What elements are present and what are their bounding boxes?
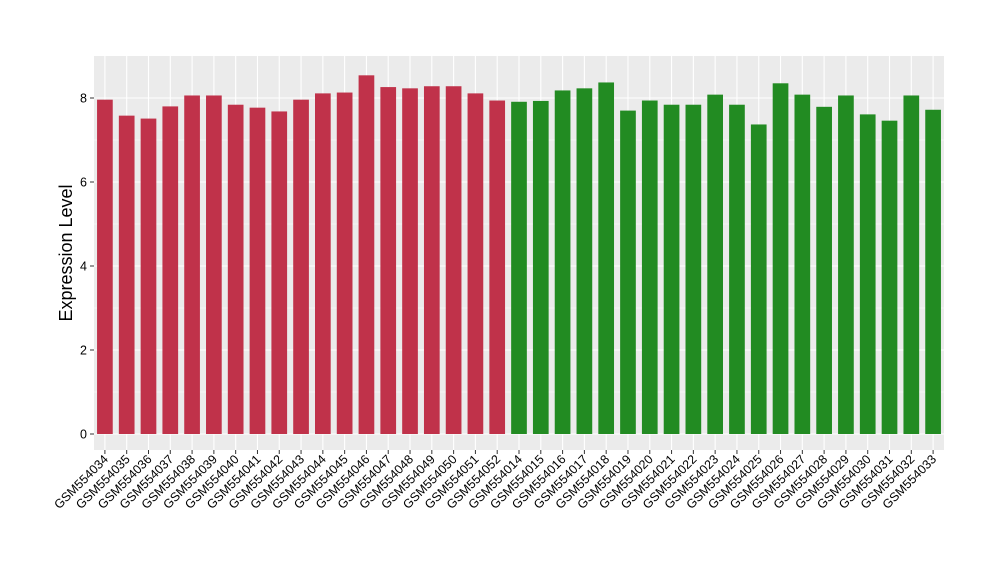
bar-GSM554044 [315, 93, 331, 434]
y-tick-label: 6 [80, 176, 87, 190]
bar-GSM554047 [380, 87, 397, 434]
bar-GSM554052 [489, 100, 506, 435]
y-axis-title: Expression Level [56, 184, 76, 321]
bar-GSM554014 [511, 101, 527, 434]
y-tick-label: 2 [80, 344, 87, 358]
bar-GSM554038 [184, 95, 200, 434]
bar-GSM554027 [794, 94, 811, 434]
bar-GSM554049 [423, 86, 440, 435]
bar-GSM554030 [859, 114, 876, 434]
bar-GSM554051 [467, 93, 484, 434]
bar-GSM554033 [925, 109, 941, 434]
bar-GSM554022 [685, 104, 702, 434]
bar-GSM554031 [881, 120, 898, 435]
y-axis: 0 2 4 6 8 [80, 92, 94, 442]
bar-GSM554037 [162, 106, 179, 435]
bar-GSM554036 [140, 118, 157, 434]
bar-GSM554043 [293, 99, 309, 435]
bars [97, 75, 941, 435]
bar-GSM554050 [445, 86, 462, 435]
bar-GSM554026 [772, 83, 789, 435]
bar-GSM554021 [663, 104, 680, 434]
bar-GSM554040 [227, 104, 244, 434]
y-tick-label: 0 [80, 428, 87, 442]
bar-GSM554023 [707, 94, 723, 434]
bar-GSM554046 [358, 75, 375, 434]
bar-GSM554042 [271, 111, 288, 434]
y-tick-label: 8 [80, 92, 87, 106]
bar-GSM554041 [249, 107, 266, 434]
bar-GSM554029 [838, 95, 854, 434]
bar-GSM554045 [336, 92, 353, 434]
bar-GSM554048 [402, 88, 418, 434]
bar-GSM554020 [641, 100, 658, 435]
bar-GSM554015 [532, 100, 549, 434]
bar-GSM554024 [729, 104, 745, 434]
bar-GSM554025 [750, 124, 767, 435]
bar-GSM554019 [620, 110, 636, 434]
bar-GSM554016 [554, 90, 571, 434]
bar-GSM554032 [903, 95, 920, 434]
bar-GSM554035 [118, 115, 135, 434]
y-tick-label: 4 [80, 260, 87, 274]
bar-GSM554017 [576, 88, 593, 434]
x-axis: GSM554034GSM554035GSM554036GSM554037GSM5… [51, 450, 939, 512]
bar-GSM554034 [97, 99, 113, 435]
bar-GSM554018 [598, 82, 615, 435]
bar-GSM554039 [206, 95, 222, 434]
bar-GSM554028 [816, 106, 832, 434]
